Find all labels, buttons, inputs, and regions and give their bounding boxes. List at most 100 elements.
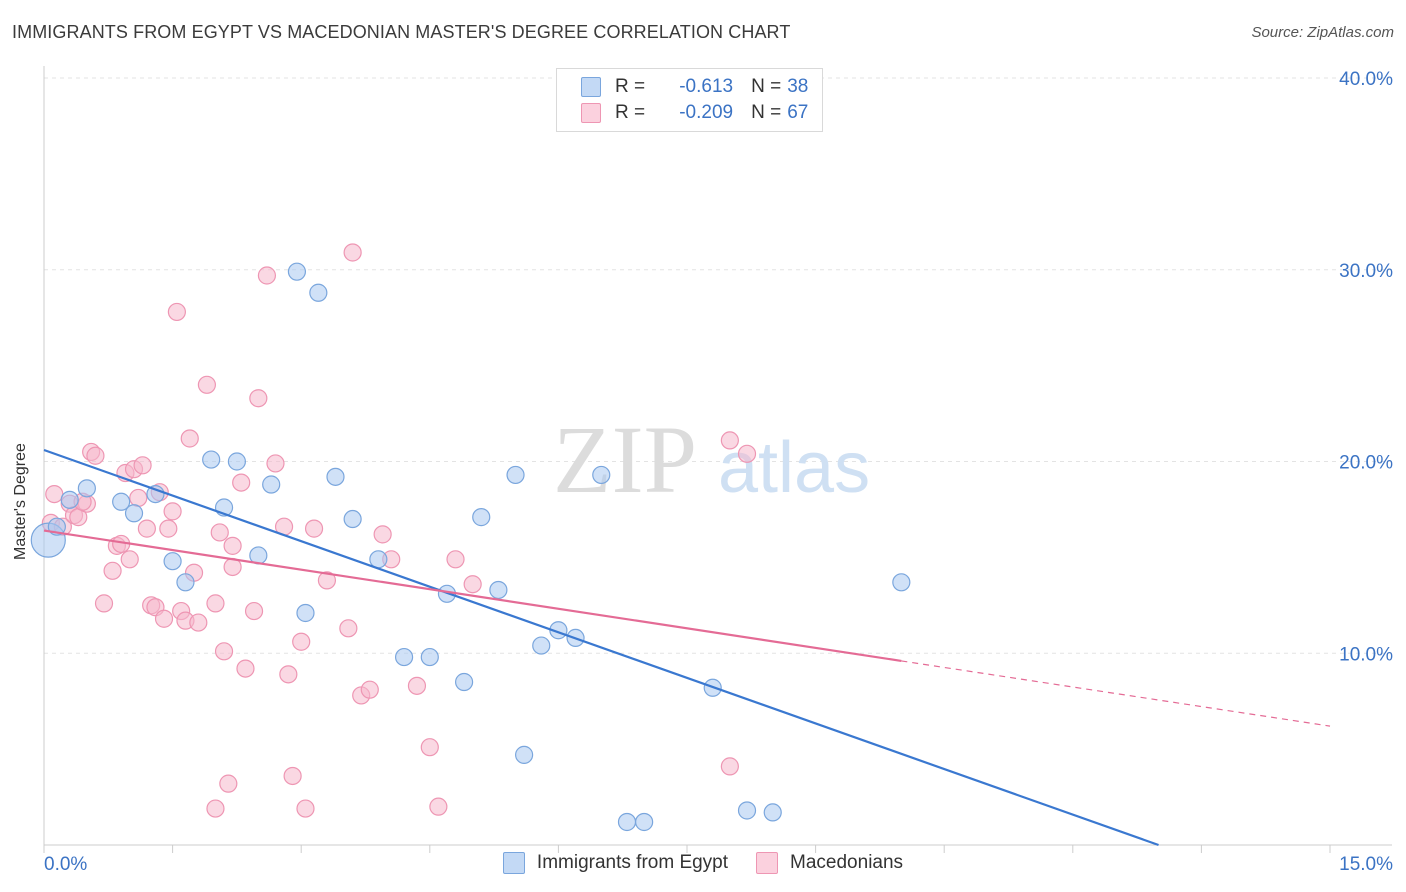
- data-point-macedonians: [163, 502, 182, 521]
- data-point-egypt: [763, 803, 782, 822]
- data-point-egypt: [77, 479, 96, 498]
- data-point-macedonians: [360, 680, 379, 699]
- data-point-egypt: [515, 745, 534, 764]
- data-point-macedonians: [339, 619, 358, 638]
- data-point-macedonians: [343, 243, 362, 262]
- data-point-egypt: [202, 450, 221, 469]
- y-tick-label: 40.0%: [1339, 69, 1393, 90]
- legend-row-macedonians: R = -0.209 N = 67: [581, 102, 808, 124]
- data-point-egypt: [592, 465, 611, 485]
- data-point-macedonians: [249, 389, 268, 408]
- gridlines: [44, 77, 1392, 654]
- data-point-egypt: [227, 452, 246, 471]
- legend-label-macedonians: Macedonians: [790, 852, 904, 873]
- legend-swatch-pink: [756, 852, 779, 874]
- data-point-egypt: [472, 508, 491, 527]
- data-point-macedonians: [420, 738, 439, 757]
- data-point-egypt: [737, 801, 757, 820]
- data-point-macedonians: [720, 757, 739, 776]
- data-point-macedonians: [189, 613, 208, 632]
- data-point-egypt: [343, 509, 362, 529]
- data-point-macedonians: [223, 536, 242, 555]
- data-point-egypt: [176, 573, 195, 592]
- data-point-egypt: [506, 465, 525, 485]
- data-point-macedonians: [206, 594, 225, 613]
- watermark: ZIP atlas: [553, 406, 870, 513]
- data-point-macedonians: [292, 632, 311, 651]
- legend-item-egypt: Immigrants from Egypt: [502, 852, 729, 874]
- trend-lines: [43, 448, 1331, 847]
- data-point-macedonians: [232, 473, 251, 492]
- data-point-macedonians: [266, 454, 285, 473]
- data-point-macedonians: [257, 266, 277, 285]
- legend-n-value: 38: [787, 76, 809, 97]
- data-point-macedonians: [737, 444, 757, 463]
- legend-swatch-pink: [581, 103, 601, 123]
- data-point-macedonians: [244, 601, 264, 621]
- legend-n-value: 67: [787, 102, 809, 123]
- data-point-macedonians: [463, 575, 482, 594]
- legend-label-egypt: Immigrants from Egypt: [536, 852, 729, 873]
- legend-row-egypt: R = -0.613 N = 38: [581, 76, 808, 98]
- legend-swatch-blue: [581, 77, 601, 97]
- data-point-egypt: [635, 812, 654, 832]
- data-point-macedonians: [180, 429, 199, 448]
- chart-title: IMMIGRANTS FROM EGYPT VS MACEDONIAN MAST…: [12, 22, 791, 42]
- data-point-egypt: [394, 647, 414, 667]
- data-point-macedonians: [133, 456, 152, 475]
- data-point-macedonians: [210, 523, 229, 542]
- data-point-macedonians: [206, 799, 225, 818]
- data-point-egypt: [287, 262, 307, 281]
- data-point-macedonians: [373, 525, 392, 544]
- data-point-macedonians: [214, 642, 234, 661]
- legend-r-value: -0.209: [679, 102, 734, 123]
- legend-n-label: N =: [751, 102, 782, 123]
- data-point-egypt: [892, 573, 911, 592]
- data-point-macedonians: [296, 799, 315, 818]
- data-point-egypt: [296, 603, 315, 623]
- data-point-macedonians: [236, 659, 255, 678]
- data-point-macedonians: [86, 446, 105, 465]
- legend-r-label: R =: [615, 102, 646, 123]
- data-point-macedonians: [159, 519, 178, 538]
- y-tick-label: 20.0%: [1339, 453, 1393, 474]
- data-point-macedonians: [279, 665, 298, 684]
- trend-line-extension-macedonians: [901, 660, 1331, 727]
- data-point-macedonians: [429, 797, 448, 816]
- data-point-egypt: [163, 552, 182, 571]
- data-point-macedonians: [446, 550, 465, 569]
- data-point-macedonians: [197, 375, 216, 394]
- trend-line-egypt: [43, 448, 1159, 847]
- x-tick-label: 0.0%: [44, 854, 87, 875]
- data-point-macedonians: [219, 774, 238, 793]
- data-point-macedonians: [167, 302, 186, 322]
- correlation-legend: R = -0.613 N = 38 R = -0.209 N = 67: [556, 68, 823, 132]
- axes: [43, 66, 1392, 853]
- data-point-macedonians: [137, 519, 156, 538]
- data-point-egypt: [617, 812, 637, 832]
- y-tick-label: 30.0%: [1339, 261, 1393, 282]
- data-point-macedonians: [154, 609, 174, 628]
- y-axis-label: Master's Degree: [12, 443, 29, 560]
- data-point-egypt: [262, 475, 281, 494]
- tick-labels: 10.0% 20.0% 30.0% 40.0% 0.0% 15.0%: [44, 69, 1393, 875]
- data-point-macedonians: [720, 431, 739, 450]
- data-point-macedonians: [94, 594, 114, 613]
- data-point-macedonians: [283, 766, 302, 786]
- legend-swatch-blue: [502, 852, 525, 874]
- watermark-zip: ZIP: [553, 406, 697, 513]
- data-point-macedonians: [304, 519, 324, 538]
- watermark-atlas: atlas: [718, 428, 870, 508]
- data-point-egypt: [124, 504, 144, 523]
- data-point-macedonians: [317, 571, 337, 590]
- legend-n-label: N =: [751, 76, 782, 97]
- data-point-egypt: [326, 467, 345, 486]
- legend-r-label: R =: [615, 76, 646, 97]
- data-point-macedonians: [120, 550, 139, 569]
- y-tick-label: 10.0%: [1339, 644, 1393, 665]
- data-point-egypt: [489, 580, 508, 600]
- data-point-egypt: [454, 672, 474, 692]
- data-point-macedonians: [103, 561, 122, 580]
- data-point-egypt: [532, 636, 551, 655]
